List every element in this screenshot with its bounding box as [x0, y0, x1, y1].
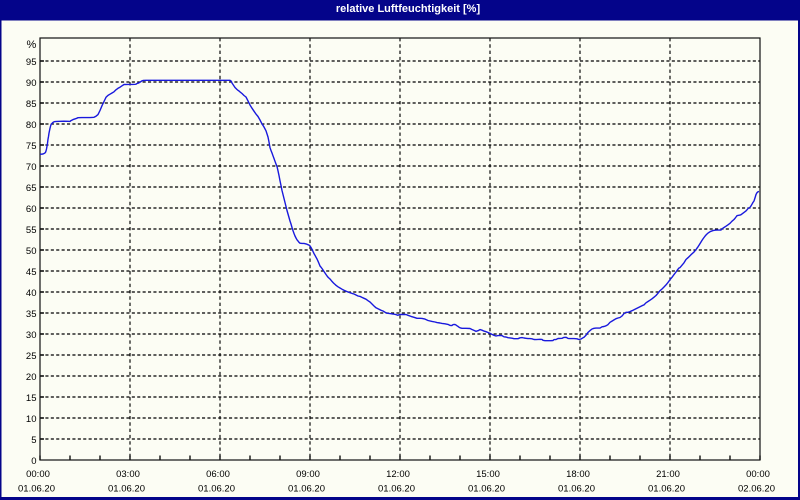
svg-text:35: 35 — [26, 309, 37, 320]
svg-text:0: 0 — [31, 456, 36, 467]
svg-text:01.06.20: 01.06.20 — [468, 484, 505, 495]
svg-text:65: 65 — [26, 183, 37, 194]
svg-text:95: 95 — [26, 57, 37, 68]
svg-text:45: 45 — [26, 267, 37, 278]
svg-text:85: 85 — [26, 99, 37, 110]
svg-text:06:00: 06:00 — [206, 469, 230, 480]
svg-text:25: 25 — [26, 351, 37, 362]
svg-text:00:00: 00:00 — [746, 469, 770, 480]
svg-text:75: 75 — [26, 141, 37, 152]
svg-text:21:00: 21:00 — [656, 469, 680, 480]
svg-text:%: % — [27, 39, 37, 51]
svg-text:15: 15 — [26, 393, 37, 404]
svg-text:12:00: 12:00 — [386, 469, 410, 480]
svg-text:30: 30 — [26, 330, 37, 341]
svg-text:01.06.20: 01.06.20 — [558, 484, 595, 495]
svg-text:01.06.20: 01.06.20 — [288, 484, 325, 495]
svg-text:70: 70 — [26, 162, 37, 173]
svg-text:01.06.20: 01.06.20 — [648, 484, 685, 495]
svg-text:15:00: 15:00 — [476, 469, 500, 480]
svg-text:01.06.20: 01.06.20 — [18, 484, 55, 495]
svg-text:90: 90 — [26, 78, 37, 89]
svg-text:relative Luftfeuchtigkeit [%]: relative Luftfeuchtigkeit [%] — [336, 3, 481, 15]
svg-text:01.06.20: 01.06.20 — [378, 484, 415, 495]
svg-text:5: 5 — [31, 435, 36, 446]
svg-text:10: 10 — [26, 414, 37, 425]
svg-text:01.06.20: 01.06.20 — [198, 484, 235, 495]
svg-text:20: 20 — [26, 372, 37, 383]
svg-text:80: 80 — [26, 120, 37, 131]
svg-text:09:00: 09:00 — [296, 469, 320, 480]
svg-text:60: 60 — [26, 204, 37, 215]
svg-text:40: 40 — [26, 288, 37, 299]
svg-text:02.06.20: 02.06.20 — [738, 484, 775, 495]
svg-text:18:00: 18:00 — [566, 469, 590, 480]
svg-text:01.06.20: 01.06.20 — [108, 484, 145, 495]
svg-text:03:00: 03:00 — [116, 469, 140, 480]
svg-text:00:00: 00:00 — [26, 469, 50, 480]
svg-text:55: 55 — [26, 225, 37, 236]
svg-text:50: 50 — [26, 246, 37, 257]
